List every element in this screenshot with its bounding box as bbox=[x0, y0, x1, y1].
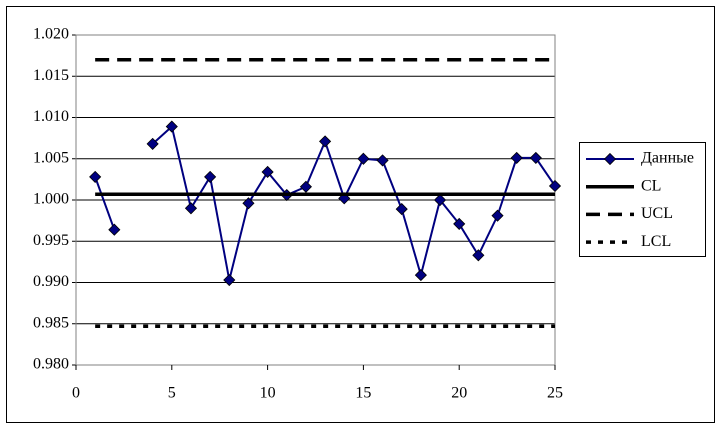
data-point bbox=[184, 202, 198, 215]
data-point bbox=[491, 209, 504, 222]
x-tick-label: 0 bbox=[72, 385, 80, 402]
data-point bbox=[414, 269, 427, 282]
x-tick-label: 10 bbox=[260, 385, 276, 402]
data-point bbox=[319, 135, 332, 148]
y-tick-label: 1.005 bbox=[33, 149, 69, 166]
legend-label: Данные bbox=[641, 150, 694, 167]
legend-label: UCL bbox=[641, 205, 673, 222]
y-tick-label: 1.020 bbox=[33, 26, 69, 43]
y-tick-label: 0.995 bbox=[33, 232, 69, 249]
series-line bbox=[94, 124, 556, 281]
data-point bbox=[261, 165, 274, 179]
y-tick-label: 1.000 bbox=[33, 191, 69, 208]
data-point bbox=[299, 180, 312, 193]
data-point bbox=[433, 193, 447, 207]
legend-label: LCL bbox=[641, 233, 671, 250]
legend-box bbox=[579, 142, 706, 257]
data-point bbox=[242, 197, 255, 210]
x-tick-label: 20 bbox=[451, 385, 467, 402]
x-tick-label: 25 bbox=[547, 385, 563, 402]
plot-area bbox=[75, 34, 556, 366]
data-point bbox=[146, 137, 159, 150]
data-point bbox=[89, 170, 102, 183]
x-tick-label: 15 bbox=[355, 385, 371, 402]
data-point bbox=[472, 249, 485, 262]
data-point bbox=[108, 223, 121, 236]
y-tick-label: 0.985 bbox=[33, 314, 69, 331]
y-tick-label: 1.010 bbox=[33, 108, 69, 125]
data-point bbox=[165, 120, 178, 133]
legend-label: CL bbox=[641, 177, 661, 194]
data-point bbox=[453, 217, 466, 230]
x-tick-label: 5 bbox=[168, 385, 176, 402]
data-point bbox=[548, 179, 562, 193]
legend-marker bbox=[603, 152, 617, 166]
data-point bbox=[223, 273, 236, 287]
data-point bbox=[395, 203, 408, 216]
data-point bbox=[357, 152, 370, 165]
data-point bbox=[510, 151, 523, 164]
y-tick-label: 0.980 bbox=[33, 356, 69, 373]
y-tick-label: 1.015 bbox=[33, 67, 69, 84]
y-tick-label: 0.990 bbox=[33, 273, 69, 290]
data-point bbox=[529, 151, 542, 164]
data-point bbox=[204, 170, 217, 183]
data-point bbox=[376, 154, 389, 167]
